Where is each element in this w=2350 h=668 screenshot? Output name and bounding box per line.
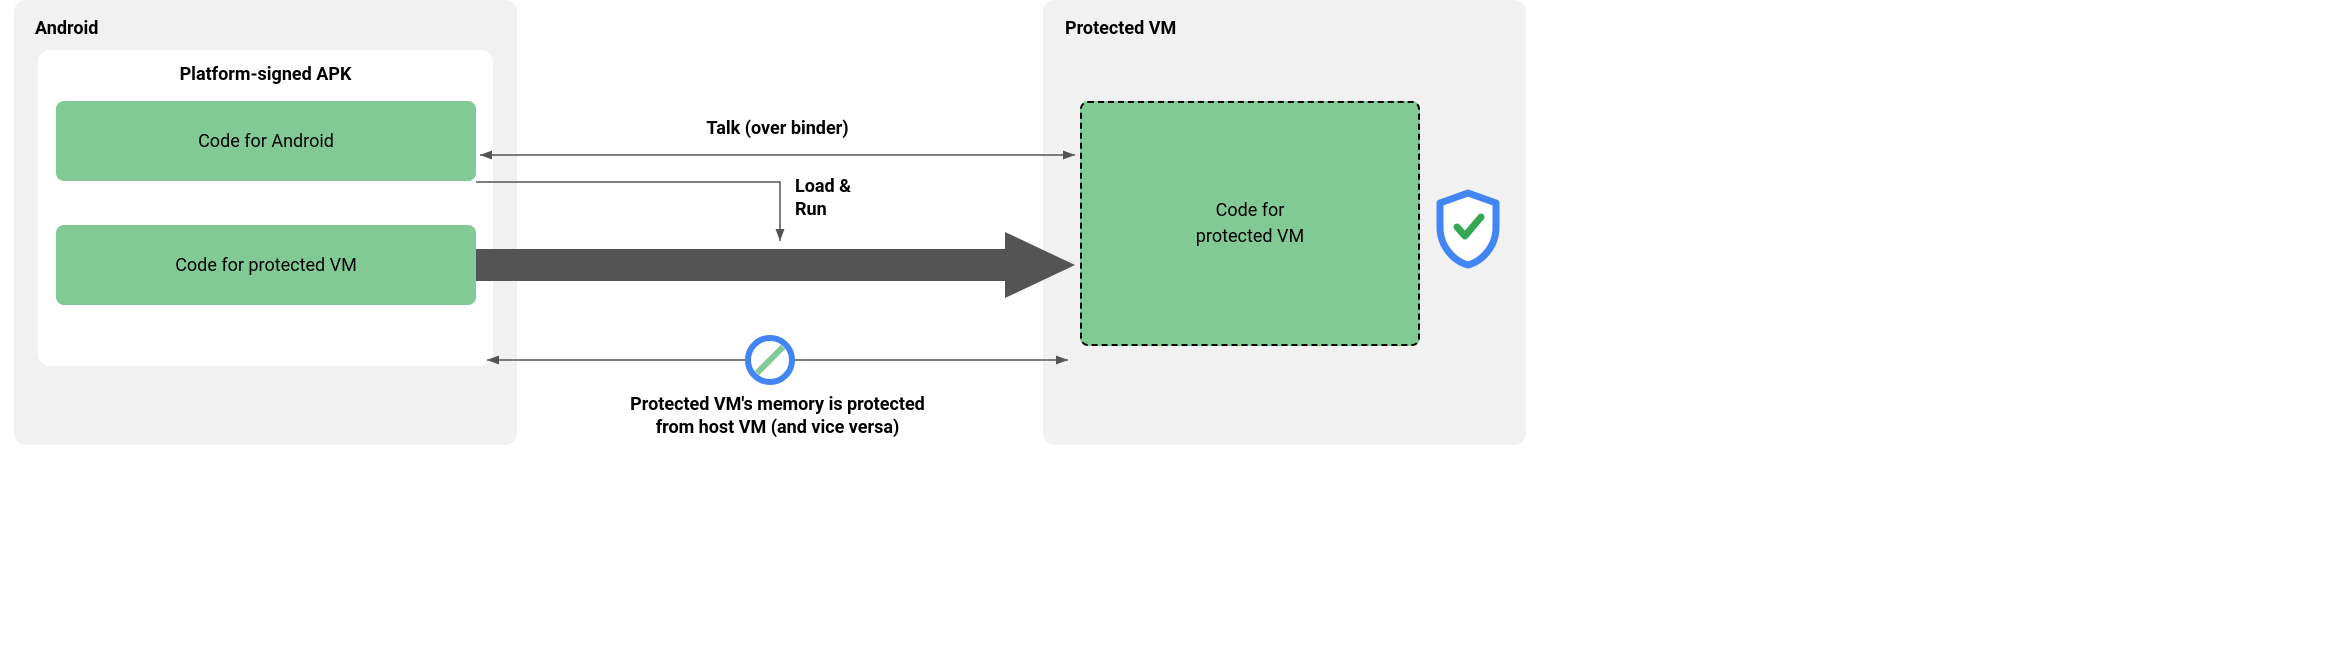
code-pvm-left-label: Code for protected VM xyxy=(175,255,357,276)
code-android-label: Code for Android xyxy=(198,131,334,152)
code-pvm-right-label: Code for protected VM xyxy=(1196,198,1304,248)
protection-label: Protected VM's memory is protected from … xyxy=(480,393,1075,440)
apk-box xyxy=(38,50,493,366)
code-android-box: Code for Android xyxy=(56,101,476,181)
code-pvm-left-box: Code for protected VM xyxy=(56,225,476,305)
apk-title: Platform-signed APK xyxy=(0,64,531,85)
pvm-title: Protected VM xyxy=(1065,18,1176,39)
android-title: Android xyxy=(35,18,98,39)
talk-label: Talk (over binder) xyxy=(480,118,1075,139)
code-pvm-right-box: Code for protected VM xyxy=(1080,101,1420,346)
load-run-label: Load & Run xyxy=(795,175,851,222)
